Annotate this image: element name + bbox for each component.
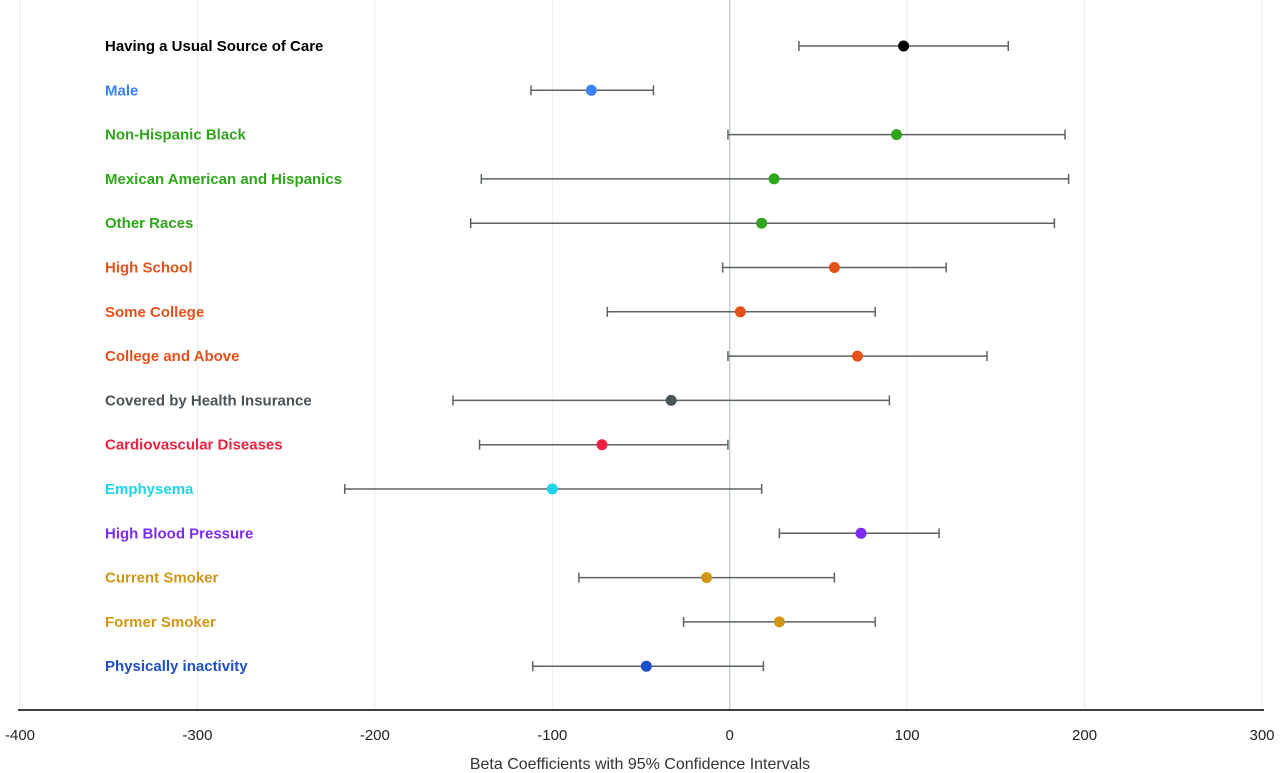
- point-estimate: [665, 394, 677, 406]
- row-label: Former Smoker: [105, 614, 216, 631]
- row-label: Other Races: [105, 215, 193, 232]
- row-label: College and Above: [105, 348, 239, 365]
- point-estimate: [546, 483, 558, 495]
- point-estimate: [596, 439, 608, 451]
- row-label: High School: [105, 260, 193, 277]
- point-estimate: [585, 84, 597, 96]
- point-estimate: [851, 350, 863, 362]
- x-axis-title: Beta Coefficients with 95% Confidence In…: [470, 756, 810, 773]
- row-label: Having a Usual Source of Care: [105, 38, 323, 55]
- row-label: Non-Hispanic Black: [105, 127, 247, 144]
- x-tick-label: 0: [726, 727, 734, 744]
- x-tick-label: 100: [895, 727, 920, 744]
- point-estimate: [768, 173, 780, 185]
- point-estimates: [546, 40, 910, 672]
- x-tick-label: -200: [360, 727, 390, 744]
- x-tick-label: -400: [5, 727, 35, 744]
- row-label: Covered by Health Insurance: [105, 392, 312, 409]
- x-tick-label: -100: [537, 727, 567, 744]
- row-label: Male: [105, 82, 138, 99]
- point-estimate: [890, 129, 902, 141]
- row-label: Emphysema: [105, 481, 194, 498]
- x-tick-label: 200: [1072, 727, 1097, 744]
- x-tick-label: -300: [182, 727, 212, 744]
- point-estimate: [640, 660, 652, 672]
- point-estimate: [756, 217, 768, 229]
- point-estimate: [734, 306, 746, 318]
- point-estimate: [855, 527, 867, 539]
- point-estimate: [773, 616, 785, 628]
- row-label: High Blood Pressure: [105, 525, 253, 542]
- row-label: Cardiovascular Diseases: [105, 437, 283, 454]
- row-label: Some College: [105, 304, 204, 321]
- row-label: Physically inactivity: [105, 658, 248, 675]
- point-estimate: [898, 40, 910, 52]
- point-estimate: [828, 262, 840, 273]
- row-label: Mexican American and Hispanics: [105, 171, 342, 188]
- gridlines: [19, 0, 1263, 710]
- point-estimate: [701, 572, 713, 584]
- row-label: Current Smoker: [105, 570, 219, 587]
- x-tick-label: 300: [1249, 727, 1274, 744]
- x-axis-ticks: -400 -300 -200 -100 0 100 200 300: [5, 727, 1275, 744]
- row-labels: Having a Usual Source of Care Male Non-His…: [105, 38, 342, 675]
